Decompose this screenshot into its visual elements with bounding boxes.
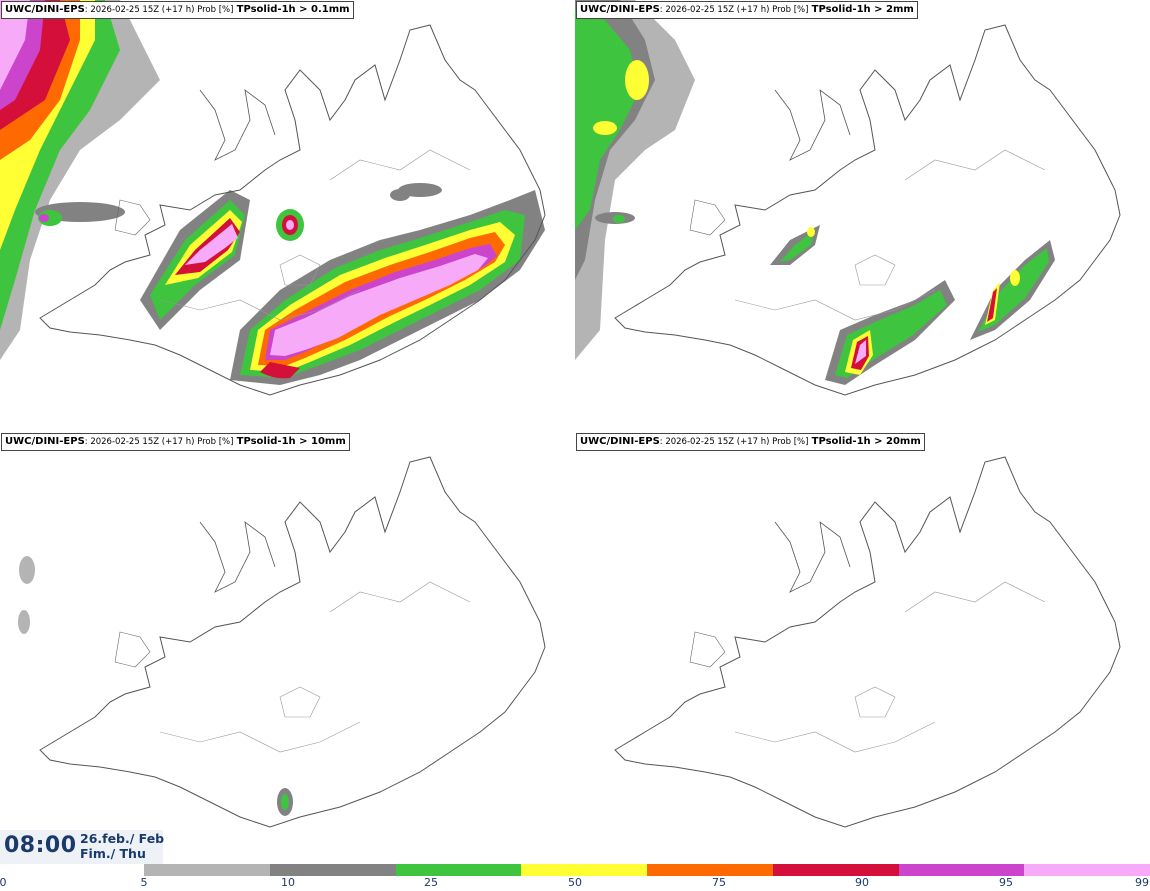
colorbar-tick-label: 95 [999, 876, 1013, 889]
probability-map [575, 0, 1121, 396]
colorbar-tick-label: 50 [568, 876, 582, 889]
valid-time-box: 08:00 26.feb./ Feb Fim./ Thu [0, 830, 164, 864]
map-panel-10mm: UWC/DINI-EPS: 2026-02-25 15Z (+17 h) Pro… [0, 432, 575, 864]
probability-map [18, 456, 546, 828]
valid-date: 26.feb./ Feb Fim./ Thu [80, 831, 164, 861]
panel-title: UWC/DINI-EPS: 2026-02-25 15Z (+17 h) Pro… [576, 433, 925, 451]
panel-title: UWC/DINI-EPS: 2026-02-25 15Z (+17 h) Pro… [1, 1, 354, 19]
colorbar-tick-label: 99 [1135, 876, 1149, 889]
colorbar-segment [269, 864, 396, 876]
colorbar [144, 864, 1150, 876]
map-panel-20mm: UWC/DINI-EPS: 2026-02-25 15Z (+17 h) Pro… [575, 432, 1150, 864]
colorbar-segment [521, 864, 647, 876]
colorbar-tick-label: 75 [712, 876, 726, 889]
panel-title: UWC/DINI-EPS: 2026-02-25 15Z (+17 h) Pro… [1, 433, 350, 451]
probability-map [614, 456, 1121, 828]
colorbar-tick-label: 5 [140, 876, 148, 889]
colorbar-segment [898, 864, 1025, 876]
map-panel-0p1mm: UWC/DINI-EPS: 2026-02-25 15Z (+17 h) Pro… [0, 0, 575, 432]
colorbar-tick-label: 25 [424, 876, 438, 889]
map-panel-2mm: UWC/DINI-EPS: 2026-02-25 15Z (+17 h) Pro… [575, 0, 1150, 432]
colorbar-segment [395, 864, 522, 876]
panel-title: UWC/DINI-EPS: 2026-02-25 15Z (+17 h) Pro… [576, 1, 918, 19]
valid-time: 08:00 [4, 833, 77, 858]
colorbar-segment [772, 864, 899, 876]
valid-date-line2: Fim./ Thu [80, 846, 146, 861]
colorbar-tick-label: 90 [855, 876, 869, 889]
colorbar-ticks: 0 5 10 25 50 75 90 95 99 [0, 876, 1150, 890]
colorbar-tick-label: 0 [0, 876, 7, 889]
colorbar-segment [647, 864, 773, 876]
valid-date-line1: 26.feb./ Feb [80, 831, 165, 846]
colorbar-segment [144, 864, 270, 876]
probability-map [0, 0, 546, 396]
colorbar-tick-label: 10 [281, 876, 295, 889]
colorbar-segment [1024, 864, 1150, 876]
